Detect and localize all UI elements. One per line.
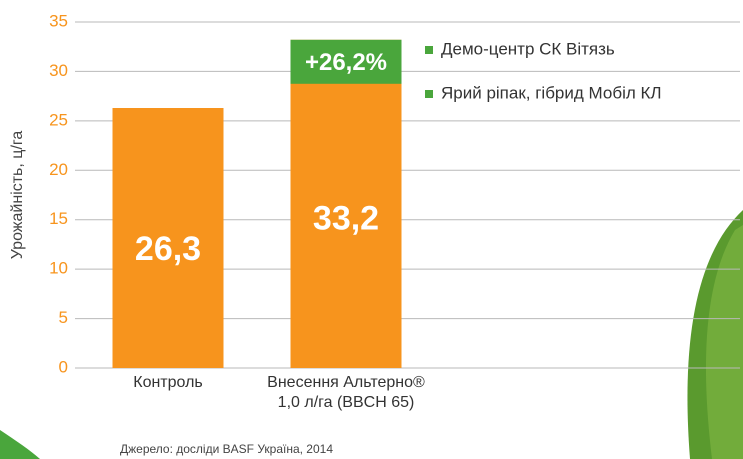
note: Ярий ріпак, гібрид Мобіл КЛ [441,83,662,102]
y-tick-label: 5 [59,308,68,327]
bar [290,39,402,369]
increase-cap [290,39,402,84]
x-tick-label-box: Внесення Альтерно® 1,0 л/га (BBCH 65) [267,374,425,411]
x-tick-label: Контроль [133,374,203,391]
y-tick-label: 0 [59,357,68,376]
y-tick-label: 10 [49,259,68,278]
increase-label: +26,2% [305,49,387,76]
note: Демо-центр СК Вітязь [441,39,615,58]
leaf-decoration [705,225,743,459]
y-axis-label: Урожайність, ц/га [9,131,26,260]
note-marker [425,46,433,54]
y-tick-label: 20 [49,160,68,179]
value-label: 33,2 [313,199,379,237]
notes: Демо-центр СК Вітязь Ярий ріпак, гібрид М… [425,39,662,102]
source: Джерело: досліди BASF Україна, 2014 [120,442,333,456]
y-tick-label: 25 [49,110,68,129]
leaf-decoration [0,430,40,459]
x-tick-label: Внесення Альтерно® 1,0 л/га (BBCH 65) [267,374,425,411]
bar [112,108,224,369]
y-tick-label: 35 [49,11,68,30]
x-tick-label-box: Контроль [133,374,203,391]
y-tick-label: 15 [49,209,68,228]
note-marker [425,90,433,98]
value-label: 26,3 [135,230,201,268]
y-tick-label: 30 [49,61,68,80]
